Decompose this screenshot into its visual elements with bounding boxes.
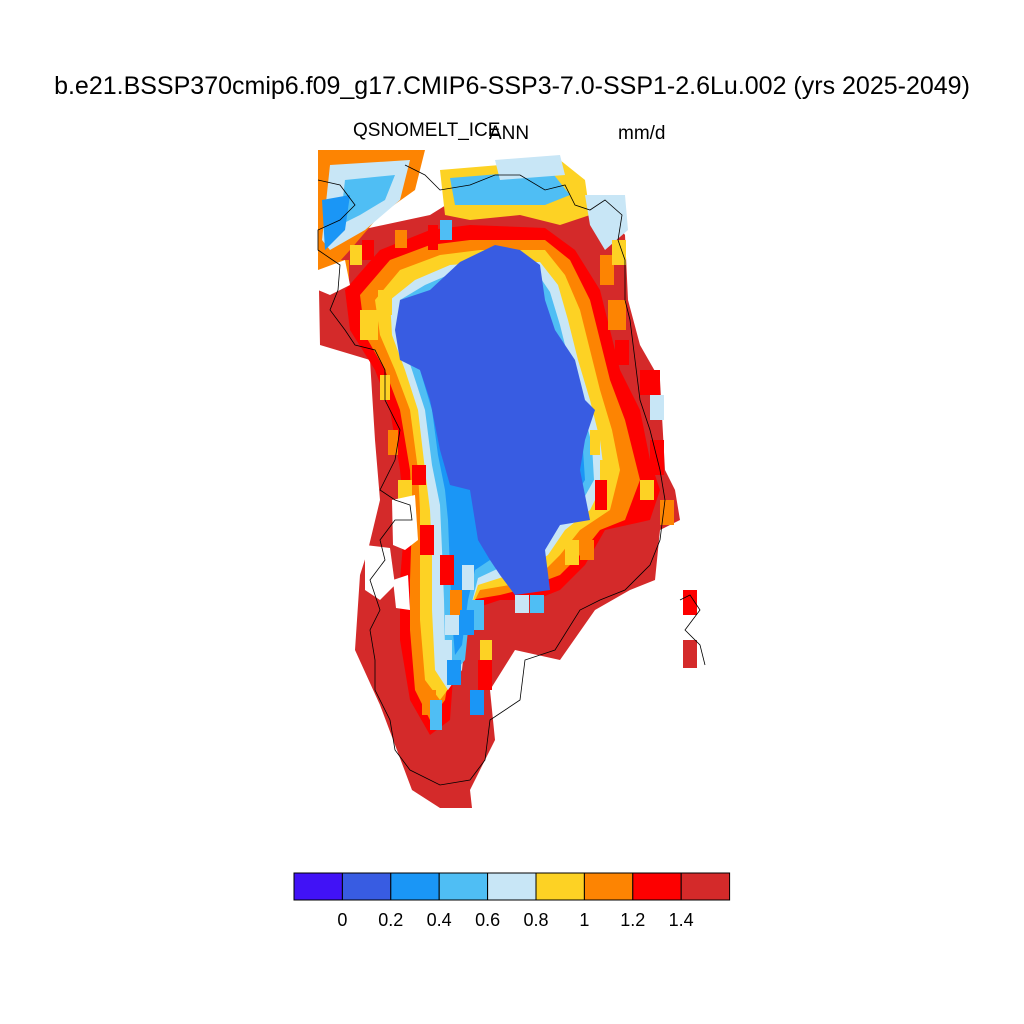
field-cell <box>470 690 484 715</box>
shaded-field <box>318 150 697 808</box>
colorbar-tick-label: 0.4 <box>427 910 452 930</box>
field-cell <box>650 395 664 420</box>
colorbar-swatch <box>632 872 682 901</box>
field-cell <box>460 610 474 635</box>
field-region <box>318 260 350 295</box>
field-region <box>585 195 628 250</box>
field-cell <box>683 590 697 615</box>
field-cell <box>565 540 579 565</box>
field-cell <box>478 660 492 690</box>
field-cell <box>412 465 426 485</box>
field-cell <box>360 310 378 340</box>
field-cell <box>615 340 629 365</box>
field-region <box>322 195 350 250</box>
units-label: mm/d <box>618 123 666 144</box>
colorbar-tick-label: 0.6 <box>475 910 500 930</box>
field-cell <box>362 240 374 260</box>
colorbar-tick-label: 0 <box>337 910 347 930</box>
field-cell <box>612 240 626 265</box>
field-cell <box>530 595 544 613</box>
field-cell <box>447 660 461 685</box>
field-cell <box>608 300 626 330</box>
field-cell <box>440 220 452 240</box>
field-cell <box>580 540 594 560</box>
interior-core <box>395 245 595 595</box>
field-cell <box>600 460 612 480</box>
field-cell <box>420 525 434 555</box>
island-coastline <box>679 594 706 666</box>
colorbar-swatch <box>390 872 440 901</box>
season-label: ANN <box>489 123 530 144</box>
field-cell <box>445 615 459 635</box>
colorbar-tick-label: 0.2 <box>378 910 403 930</box>
field-cell <box>428 225 438 250</box>
field-cell <box>388 430 398 455</box>
field-cell <box>462 565 474 590</box>
colorbar-tick-label: 1.4 <box>669 910 694 930</box>
field-region <box>450 170 570 205</box>
field-region <box>392 495 418 550</box>
field-region <box>393 575 410 610</box>
variable-label: QSNOMELT_ICE <box>353 120 501 141</box>
field-cell <box>595 480 607 510</box>
colorbar-swatch <box>535 872 585 901</box>
field-cell <box>515 595 529 613</box>
colorbar-tick-label: 0.8 <box>523 910 548 930</box>
colorbar-swatch <box>438 872 489 901</box>
field-cell <box>600 255 614 285</box>
field-cell <box>440 555 454 585</box>
colorbar-tick-label: 1 <box>579 910 589 930</box>
colorbar-swatch <box>341 872 392 901</box>
colorbar-swatch <box>487 872 537 901</box>
plot-title: b.e21.BSSP370cmip6.f09_g17.CMIP6-SSP3-7.… <box>54 72 970 100</box>
field-cell <box>378 290 392 315</box>
field-cell <box>438 640 452 665</box>
field-cell <box>590 430 600 455</box>
colorbar-swatch <box>583 872 634 901</box>
coastline <box>317 164 666 786</box>
field-cell <box>683 640 697 668</box>
field-cell <box>660 500 674 525</box>
field-cell <box>640 370 660 395</box>
colorbar-tick-label: 1.2 <box>620 910 645 930</box>
field-region <box>495 155 565 180</box>
field-cell <box>480 640 492 665</box>
colorbar-swatch <box>293 872 343 901</box>
colorbar-swatch <box>680 872 731 901</box>
field-cell <box>430 700 442 730</box>
field-cell <box>350 245 362 265</box>
field-region <box>340 175 395 225</box>
field-cell <box>640 480 654 500</box>
field-cell <box>395 230 407 248</box>
field-cell <box>450 590 462 615</box>
